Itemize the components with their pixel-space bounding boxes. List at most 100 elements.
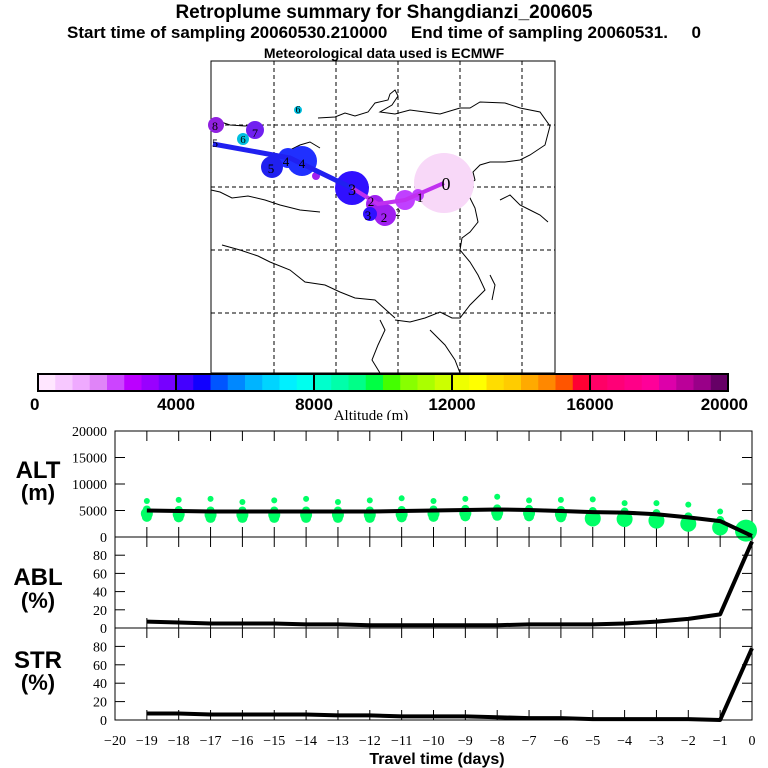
alt-scatter-point <box>175 496 182 503</box>
plume-point-label: 7 <box>252 126 258 140</box>
x-tick-label: −19 <box>136 734 158 749</box>
colorbar-tick-label: 20000 <box>701 395 748 414</box>
plume-point-label: 6 <box>240 134 246 146</box>
colorbar-cell <box>503 374 522 391</box>
colorbar-cell <box>659 374 677 391</box>
y-tick-label: 40 <box>93 677 107 692</box>
plume-blob <box>363 207 377 221</box>
colorbar-cell <box>89 374 108 391</box>
alt-scatter-point <box>207 495 214 502</box>
plume-point-label: 6 <box>296 105 301 116</box>
series-line <box>146 507 753 538</box>
colorbar-cell <box>693 374 712 391</box>
colorbar-label: Altitude (m) <box>334 408 409 420</box>
colorbar-cell <box>383 374 401 391</box>
plume-point-label: 0 <box>442 174 451 194</box>
y-tick-label: 10000 <box>72 478 107 493</box>
colorbar-cell <box>331 374 349 391</box>
alt-scatter-point <box>239 499 246 506</box>
colorbar-frame <box>37 373 729 392</box>
plume-blob <box>374 204 396 226</box>
panel-frame <box>114 536 753 629</box>
colorbar-tick-label: 12000 <box>428 395 475 414</box>
chart-title: Retroplume summary for Shangdianzi_20060… <box>175 2 593 23</box>
x-tick-label: −6 <box>553 734 568 749</box>
alt-scatter-point <box>462 495 469 502</box>
abl-panel: 0 20 40 60 80 <box>93 536 754 637</box>
x-tick-label: −1 <box>713 734 728 749</box>
x-tick-label: −5 <box>585 734 600 749</box>
alt-scatter-point <box>366 497 373 504</box>
track-segment-east <box>350 181 445 207</box>
colorbar-cell <box>521 374 539 391</box>
y-tick-label: 0 <box>100 714 107 729</box>
y-tick-label: 20000 <box>72 425 107 440</box>
alt-scatter-point <box>398 495 405 502</box>
y-tick-label: 15000 <box>72 452 107 467</box>
alt-scatter-point <box>430 497 437 504</box>
colorbar-cell <box>55 374 73 391</box>
alt-scatter-point <box>494 493 501 500</box>
abl-unit: (%) <box>21 588 55 613</box>
plume-point-label: 3 <box>365 208 372 223</box>
alt-label: ALT <box>16 457 61 484</box>
colorbar-cell <box>452 374 470 391</box>
colorbar-cell <box>365 374 384 391</box>
colorbar-tick-label: 16000 <box>566 395 613 414</box>
alt-scatter-point <box>271 497 278 504</box>
x-axis-label: Travel time (days) <box>369 751 504 768</box>
plume-blob <box>261 156 283 178</box>
colorbar-cell <box>607 374 625 391</box>
colorbar-cell <box>38 374 56 391</box>
colorbar-cell <box>227 374 246 391</box>
y-tick-label: 40 <box>93 586 107 601</box>
colorbar-cell <box>486 374 505 391</box>
plume-blob <box>237 133 249 145</box>
plume-point-label: 2 <box>381 210 388 225</box>
alt-scatter-point <box>621 500 628 507</box>
plume-point-label: 4 <box>283 154 290 169</box>
colorbar-cell <box>469 374 487 391</box>
x-tick-label: −17 <box>200 734 222 749</box>
plume-point-label: 2 <box>396 208 401 219</box>
colorbar-cell <box>590 374 608 391</box>
alt-scatter-point <box>334 499 341 506</box>
str-unit: (%) <box>21 670 55 695</box>
colorbar-cell <box>314 374 332 391</box>
colorbar-cell <box>624 374 643 391</box>
alt-scatter-point <box>526 497 533 504</box>
plume-point-label: 5 <box>212 136 218 150</box>
plume-point-label: 5 <box>268 161 275 176</box>
colorbar-cell <box>641 374 660 391</box>
colorbar-cell <box>279 374 298 391</box>
plume-point-label: 2 <box>368 194 375 209</box>
alt-scatter-point <box>143 497 150 504</box>
x-tick-label: −4 <box>617 734 632 749</box>
panel-frame <box>114 627 753 721</box>
colorbar-tick-labels: 0 4000 8000 12000 16000 20000 <box>30 395 748 414</box>
alt-scatter-point <box>589 496 596 503</box>
x-tick-label: −14 <box>295 734 317 749</box>
colorbar-cell <box>158 374 177 391</box>
colorbar-tick-label: 0 <box>30 395 39 414</box>
met-data-line: Meteorological data used is ECMWF <box>263 45 505 61</box>
x-tick-label: −9 <box>458 734 473 749</box>
colorbar-cell <box>296 374 315 391</box>
y-tick-label: 80 <box>93 640 107 655</box>
altitude-colorbar: 0 4000 8000 12000 16000 20000 Altitude (m) <box>30 373 748 420</box>
alt-scatter-point <box>303 495 310 502</box>
x-tick-label: −12 <box>359 734 381 749</box>
colorbar-tick-label: 8000 <box>295 395 333 414</box>
plume-track <box>212 141 445 207</box>
colorbar-cell <box>417 374 436 391</box>
colorbar-cell <box>434 374 453 391</box>
plume-blob <box>246 121 264 139</box>
x-tick-label: −18 <box>168 734 190 749</box>
plume-blob <box>208 117 224 133</box>
colorbar-cell <box>262 374 280 391</box>
colorbar-cell <box>176 374 194 391</box>
y-tick-label: 20 <box>93 696 107 711</box>
alt-unit: (m) <box>21 480 55 505</box>
colorbar-cells <box>38 374 729 391</box>
